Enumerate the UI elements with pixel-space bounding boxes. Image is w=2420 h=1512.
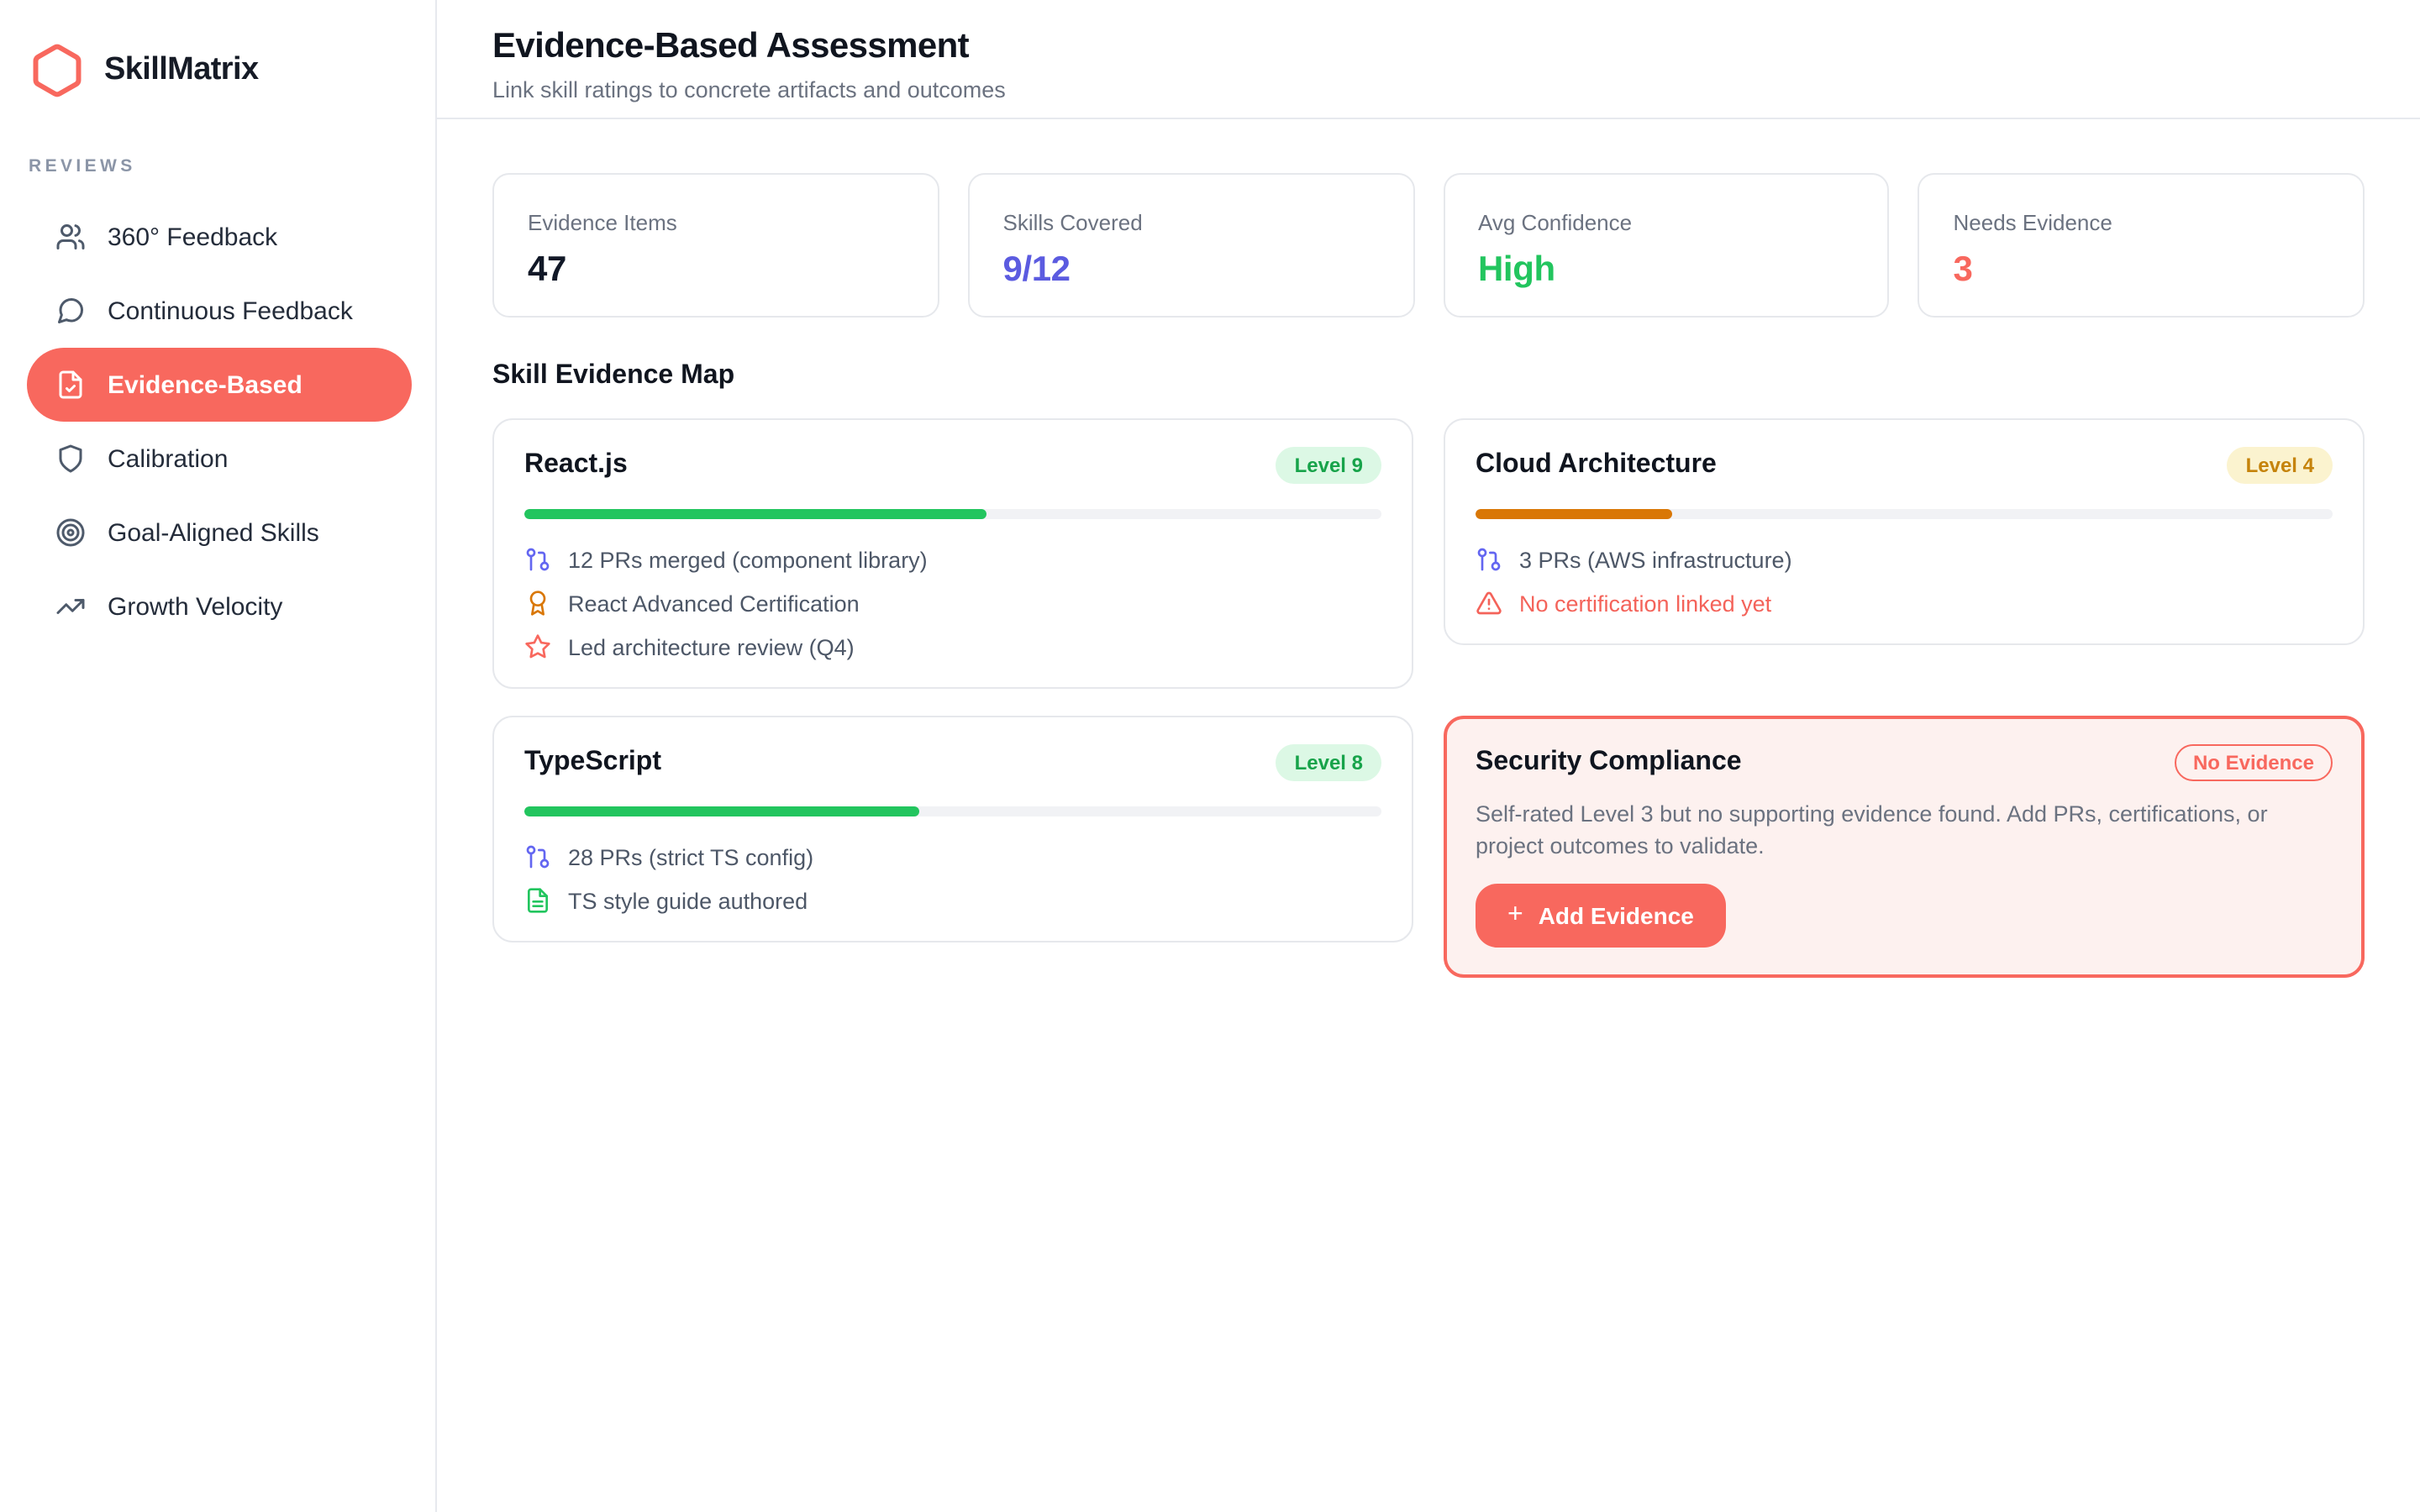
skill-card-cloud-architecture: Cloud Architecture Level 4 3 PRs (AWS in… [1444, 418, 2365, 645]
sidebar-item-label: Evidence-Based [108, 370, 302, 399]
award-icon [524, 590, 551, 617]
file-check-icon [55, 370, 86, 400]
level-badge: Level 8 [1276, 744, 1381, 781]
evidence-item: 28 PRs (strict TS config) [524, 840, 1381, 874]
level-badge: Level 4 [2227, 447, 2333, 484]
page-subtitle: Link skill ratings to concrete artifacts… [492, 77, 1006, 102]
skill-name: Security Compliance [1476, 748, 1742, 776]
add-evidence-button[interactable]: + Add Evidence [1476, 884, 1726, 948]
page-title: Evidence-Based Assessment [492, 27, 970, 66]
stat-label: Needs Evidence [1953, 210, 2112, 235]
evidence-item: 3 PRs (AWS infrastructure) [1476, 543, 2333, 576]
evidence-item: Led architecture review (Q4) [524, 630, 1381, 664]
git-pull-request-icon [1476, 546, 1502, 573]
stat-value: 47 [528, 250, 566, 289]
evidence-item: 12 PRs merged (component library) [524, 543, 1381, 576]
section-title: Skill Evidence Map [492, 361, 735, 390]
skill-name: Cloud Architecture [1476, 450, 1717, 479]
page-content: Evidence Items 47 Skills Covered 9/12 Av… [437, 119, 2420, 979]
no-evidence-badge: No Evidence [2174, 744, 2333, 781]
skill-name: TypeScript [524, 748, 661, 776]
page-header: Evidence-Based Assessment Link skill rat… [437, 0, 2420, 119]
progress-fill [524, 806, 919, 816]
stat-label: Skills Covered [1002, 210, 1143, 235]
sidebar-item-label: Continuous Feedback [108, 297, 353, 325]
progress-bar [524, 509, 1381, 519]
skill-evidence-grid: React.js Level 9 12 PRs merged (componen… [492, 418, 2365, 979]
sidebar-item-label: Growth Velocity [108, 592, 283, 621]
evidence-item: React Advanced Certification [524, 586, 1381, 620]
stat-value: 3 [1953, 250, 1973, 289]
users-icon [55, 222, 86, 252]
star-icon [524, 633, 551, 660]
progress-bar [524, 806, 1381, 816]
stat-card-skills-covered: Skills Covered 9/12 [967, 173, 1414, 318]
sidebar-item-label: Goal-Aligned Skills [108, 518, 319, 547]
sidebar-item-label: Calibration [108, 444, 229, 473]
sidebar-item-goal-aligned-skills[interactable]: Goal-Aligned Skills [27, 496, 412, 570]
git-pull-request-icon [524, 843, 551, 870]
stat-value: High [1478, 250, 1555, 289]
evidence-text: 12 PRs merged (component library) [568, 547, 928, 572]
skill-card-react: React.js Level 9 12 PRs merged (componen… [492, 418, 1413, 689]
stat-card-needs-evidence: Needs Evidence 3 [1918, 173, 2365, 318]
stat-card-avg-confidence: Avg Confidence High [1443, 173, 1890, 318]
progress-fill [1476, 509, 1673, 519]
file-text-icon [524, 887, 551, 914]
shield-icon [55, 444, 86, 474]
stat-value: 9/12 [1002, 250, 1071, 289]
evidence-text: Led architecture review (Q4) [568, 634, 855, 659]
alert-description: Self-rated Level 3 but no supporting evi… [1476, 801, 2268, 858]
trending-up-icon [55, 591, 86, 622]
skill-card-security-compliance: Security Compliance No Evidence Self-rat… [1444, 716, 2365, 979]
sidebar: SkillMatrix REVIEWS 360° Feedback Contin… [0, 0, 437, 1512]
evidence-text: 3 PRs (AWS infrastructure) [1519, 547, 1792, 572]
evidence-text: TS style guide authored [568, 888, 808, 913]
sidebar-item-growth-velocity[interactable]: Growth Velocity [27, 570, 412, 643]
alert-triangle-icon [1476, 590, 1502, 617]
target-icon [55, 517, 86, 548]
evidence-text: No certification linked yet [1519, 591, 1772, 616]
sidebar-item-360-feedback[interactable]: 360° Feedback [27, 200, 412, 274]
brand: SkillMatrix [27, 42, 412, 99]
message-circle-icon [55, 296, 86, 326]
sidebar-section-label: REVIEWS [29, 156, 136, 176]
progress-bar [1476, 509, 2333, 519]
progress-fill [524, 509, 987, 519]
hexagon-logo-icon [29, 42, 86, 99]
evidence-text: 28 PRs (strict TS config) [568, 844, 814, 869]
sidebar-item-label: 360° Feedback [108, 223, 278, 251]
evidence-item-alert: No certification linked yet [1476, 586, 2333, 620]
evidence-text: React Advanced Certification [568, 591, 860, 616]
sidebar-item-evidence-based[interactable]: Evidence-Based [27, 348, 412, 422]
main-area: Evidence-Based Assessment Link skill rat… [437, 0, 2420, 1512]
stats-row: Evidence Items 47 Skills Covered 9/12 Av… [492, 173, 2365, 318]
sidebar-item-calibration[interactable]: Calibration [27, 422, 412, 496]
skill-name: React.js [524, 450, 628, 479]
evidence-item: TS style guide authored [524, 884, 1381, 917]
skill-card-typescript: TypeScript Level 8 28 PRs (strict TS con… [492, 716, 1413, 942]
stat-label: Avg Confidence [1478, 210, 1633, 235]
sidebar-nav: 360° Feedback Continuous Feedback Eviden… [27, 200, 412, 643]
stat-card-evidence-items: Evidence Items 47 [492, 173, 939, 318]
git-pull-request-icon [524, 546, 551, 573]
plus-icon: + [1507, 900, 1523, 930]
sidebar-item-continuous-feedback[interactable]: Continuous Feedback [27, 274, 412, 348]
add-evidence-label: Add Evidence [1538, 902, 1694, 930]
stat-label: Evidence Items [528, 210, 677, 235]
level-badge: Level 9 [1276, 447, 1381, 484]
brand-name: SkillMatrix [104, 52, 259, 87]
